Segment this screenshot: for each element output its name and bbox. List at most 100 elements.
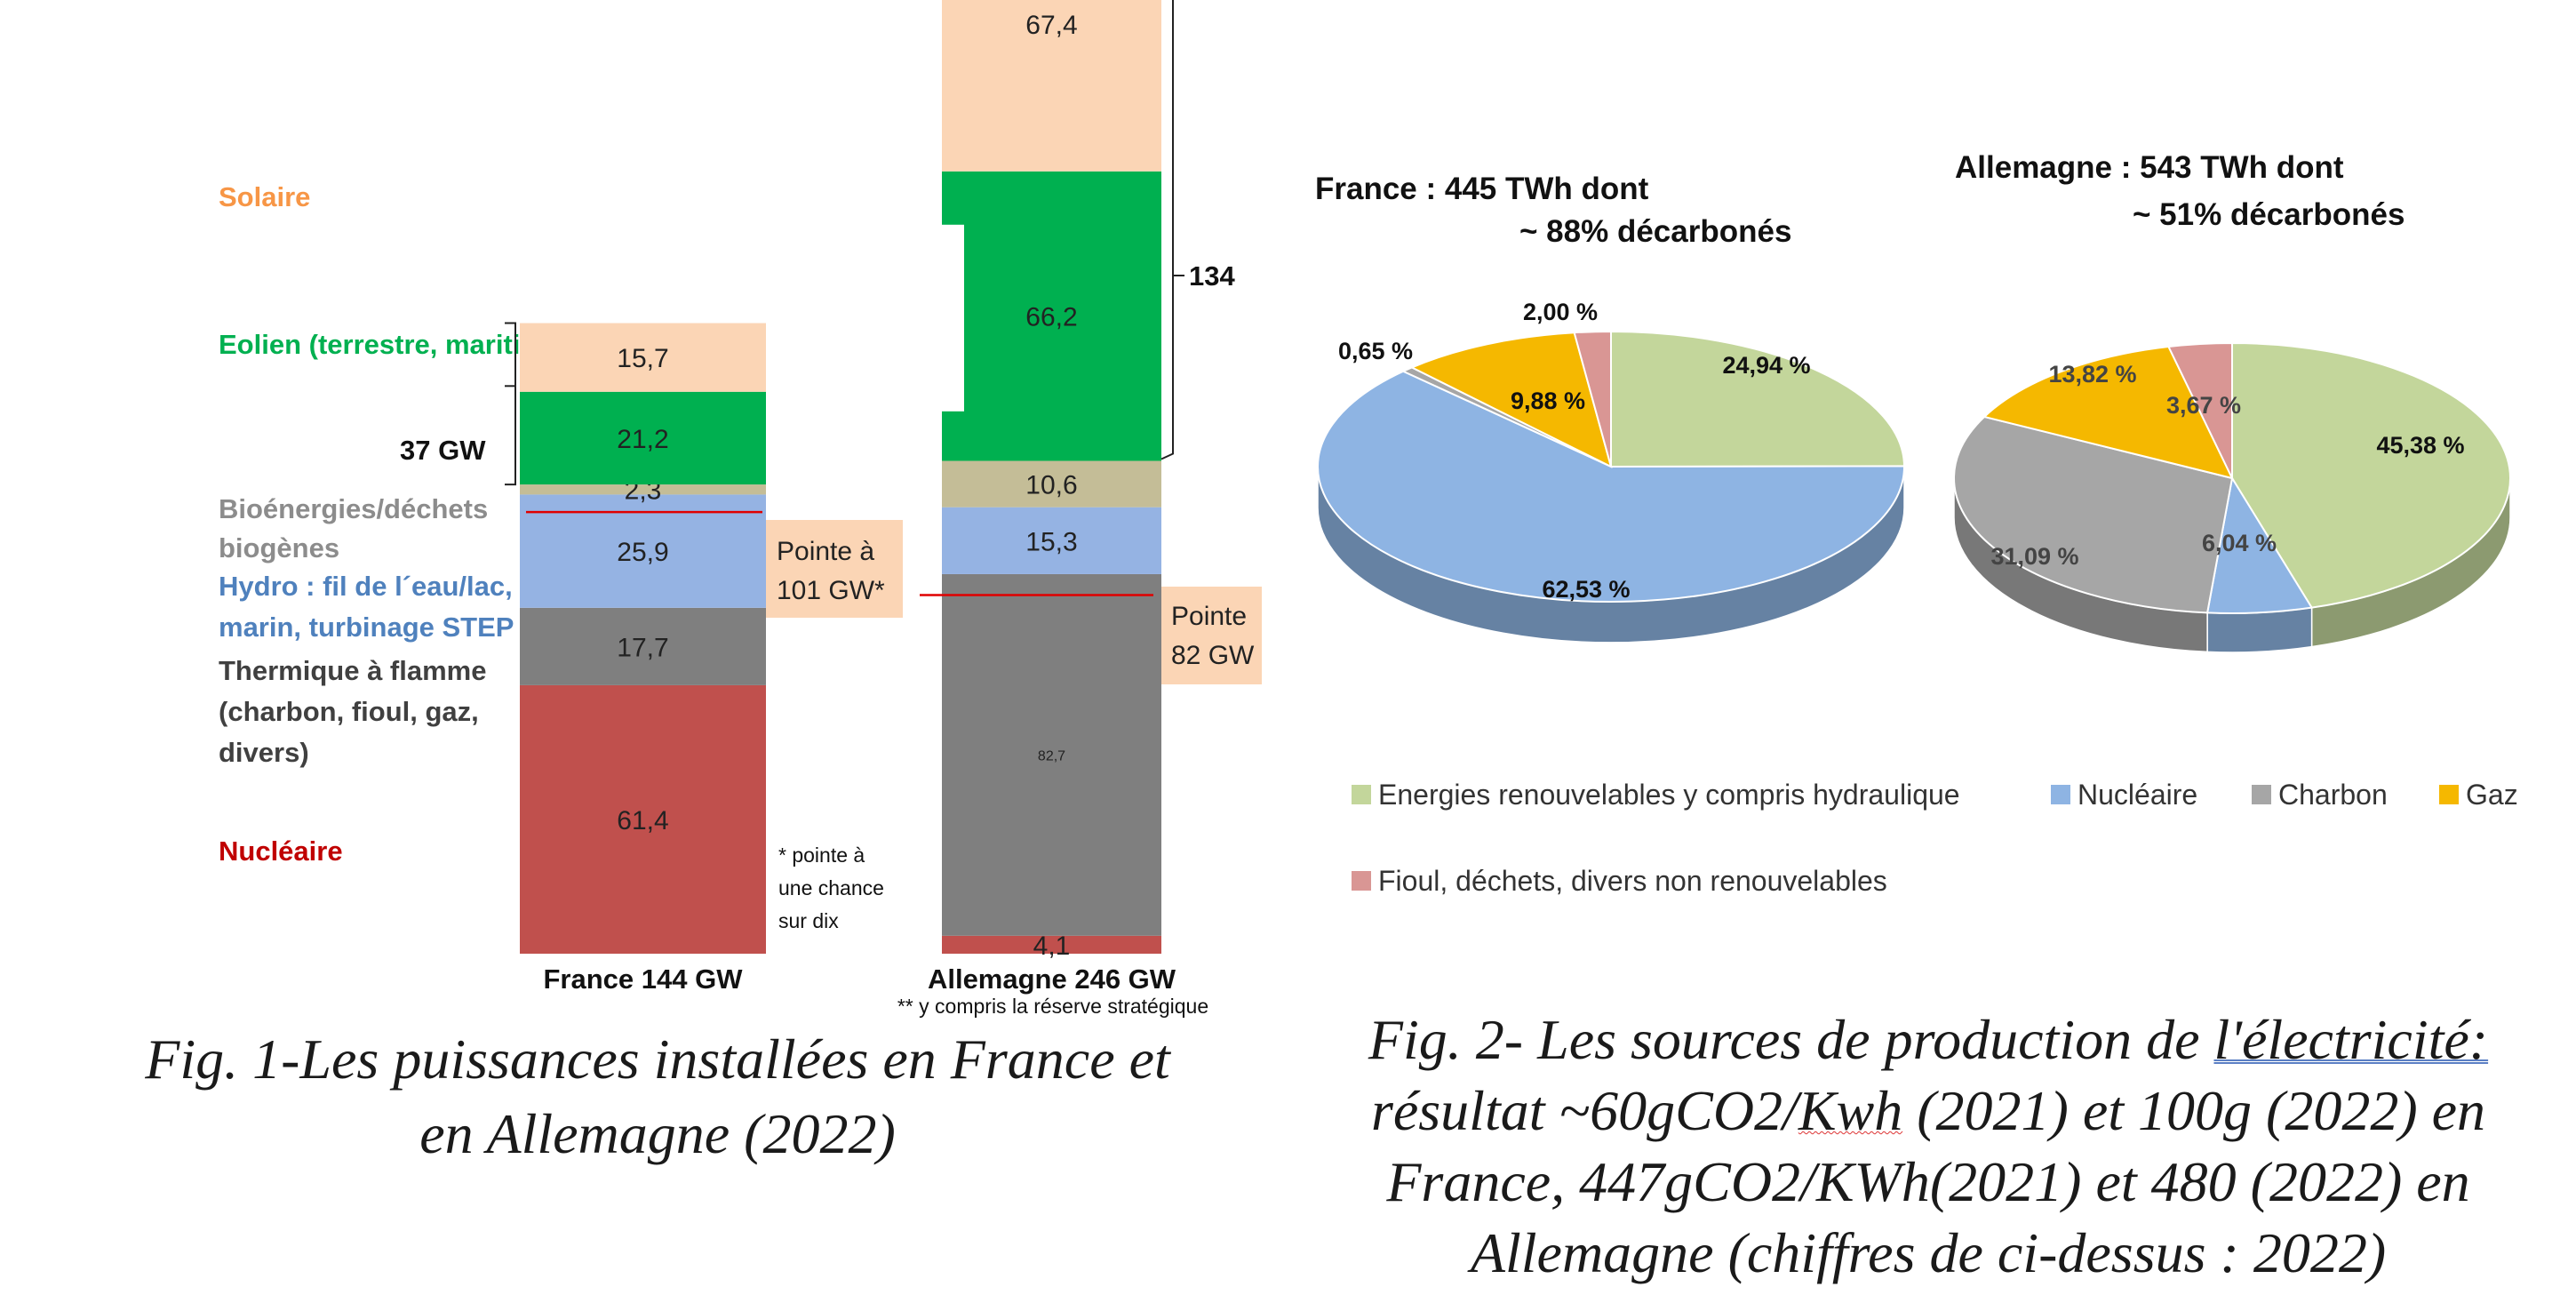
bar-segment [942, 460, 1161, 508]
fig2-caption-line1-a: Fig. 2- Les sources de production de [1368, 1008, 2214, 1071]
bar-value-label: 25,9 [617, 538, 668, 567]
legend-label: Hydro : fil de l´eau/lac, [219, 571, 513, 602]
category-label: Allemagne 246 GW [928, 963, 1176, 995]
bracket-label: 134 [1189, 260, 1235, 292]
pie-france: 24,94 % 62,53 % 0,65 % 9,88 % 2,00 % France :… [1315, 172, 1906, 644]
legend-swatch [1352, 871, 1371, 891]
bar-segment [520, 494, 766, 608]
fig2-caption: Fig. 2- Les sources de production de l'é… [1288, 1004, 2568, 1289]
bar-value-label: 17,7 [617, 633, 668, 662]
pie-slice [2166, 341, 2233, 479]
legend-item-label: Fioul, déchets, divers non renouvelables [1378, 865, 1887, 897]
pie-value-label: 0,65 % [1338, 338, 1413, 364]
bar-segment [520, 607, 766, 685]
pie-slice [2231, 341, 2511, 609]
pie-value-label: 9,88 % [1511, 388, 1585, 414]
pie-slice-side [2206, 606, 2313, 653]
peak-label: 82 GW [1171, 641, 1255, 670]
pie-slice [1982, 345, 2234, 480]
peak-label: Pointe [1171, 602, 1247, 631]
pie-legend: Energies renouvelables y compris hydraul… [1352, 779, 2518, 897]
pie-germany: 45,38 % 6,04 % 31,09 % 13,82 % 3,67 % Allemag… [1953, 150, 2511, 653]
fig2-caption-line3: France, 447gCO2/KWh(2021) et 480 (2022) … [1386, 1150, 2470, 1213]
pie-slice [1317, 370, 1906, 603]
category-label: France 144 GW [544, 963, 744, 995]
legend-item-label: Gaz [2466, 779, 2518, 811]
pie-slice [1953, 415, 2234, 614]
fig2-caption-line2-b: Kwh [1798, 1079, 1903, 1142]
legend-swatch [2439, 785, 2459, 804]
bar-value-label: 66,2 [1025, 303, 1077, 332]
stacked-bar-chart: Solaire Eolien (terrestre, maritime) Bioén… [219, 0, 1262, 1018]
bar-segment [520, 484, 766, 495]
bar-value-label: 61,4 [617, 806, 668, 835]
bar-legend-labels: Solaire Eolien (terrestre, maritime) Bioén… [219, 181, 570, 867]
legend-label: Nucléaire [219, 835, 343, 867]
bar-segment [942, 573, 1161, 936]
legend-swatch [2051, 785, 2070, 804]
note-label: sur dix [778, 909, 839, 932]
fig2-caption-line1-b: l'électricité: [2213, 1008, 2489, 1071]
peak-box-germany [1161, 587, 1262, 684]
legend-label: (charbon, fioul, gaz, [219, 696, 479, 727]
pie-value-label: 3,67 % [2166, 392, 2241, 419]
bar-segment [520, 391, 766, 485]
pie-value-label: 31,09 % [1990, 543, 2078, 570]
pie-value-label: 62,53 % [1542, 576, 1630, 603]
bar-stacks: 61,44,117,782,725,9 15,32,3 10,621,266,215… [520, 0, 1208, 1018]
legend-label: Bioénergies/déchets [219, 493, 488, 524]
pie-title: ~ 88% décarbonés [1519, 214, 1791, 249]
legend-label: Eolien (terrestre, maritime) [219, 329, 570, 360]
fig2-caption-line2: résultat ~60gCO2/Kwh (2021) et 100g (202… [1288, 1075, 2568, 1147]
peak-label: 101 GW* [777, 576, 885, 605]
pie-slice [2205, 476, 2314, 614]
fig2-caption-line4: Allemagne (chiffres de ci-dessus : 2022) [1470, 1221, 2387, 1284]
bar-value-label: 67,4 [1025, 11, 1077, 40]
bar-segment [942, 507, 1161, 574]
bar-segment [520, 684, 766, 954]
pie-value-label: 45,38 % [2376, 432, 2464, 459]
note-label: * pointe à [778, 843, 865, 867]
legend-swatch [1352, 785, 1371, 804]
bar-value-label: 10,6 [1025, 471, 1077, 500]
bracket-france [505, 322, 516, 486]
pie-value-label: 24,94 % [1722, 352, 1810, 379]
pie-slice [1573, 330, 1612, 468]
bar-value-label: 21,2 [617, 425, 668, 454]
peak-label: Pointe à [777, 537, 874, 566]
fig1-caption-line2: en Allemagne (2022) [419, 1102, 896, 1165]
legend-item-label: Charbon [2278, 779, 2388, 811]
fig1-caption-line1: Fig. 1-Les puissances installées en Fran… [145, 1027, 1170, 1091]
pie-title: France : 445 TWh dont [1315, 172, 1649, 206]
legend-label: divers) [219, 737, 309, 768]
legend-label: biogènes [219, 532, 339, 564]
legend-item-label: Energies renouvelables y compris hydraul… [1378, 779, 1960, 811]
fig2-caption-line2-c: (2021) et 100g (2022) en [1902, 1079, 2486, 1142]
pie-title: Allemagne : 543 TWh dont [1955, 150, 2344, 185]
legend-label: marin, turbinage STEP [219, 612, 514, 643]
bar-segment [942, 171, 1161, 461]
fig2-caption-line1: Fig. 2- Les sources de production de l'é… [1288, 1004, 2568, 1075]
footnote-label: ** y compris la réserve stratégique [897, 995, 1208, 1018]
legend-swatch [2252, 785, 2271, 804]
pie-title: ~ 51% décarbonés [2133, 197, 2405, 232]
bar-segment [942, 0, 1161, 172]
legend-label: Thermique à flamme [219, 655, 486, 686]
pie-value-label: 2,00 % [1523, 299, 1598, 325]
peak-box-france [766, 520, 903, 618]
pie-charts: 24,94 % 62,53 % 0,65 % 9,88 % 2,00 % France :… [1315, 150, 2518, 897]
fig1-caption: Fig. 1-Les puissances installées en Fran… [53, 1022, 1262, 1171]
bar-annotations: 37 GW 134 Pointe à 101 GW* Pointe 82 GW * poin… [400, 0, 1262, 932]
bar-notch [940, 224, 964, 412]
bracket-label: 37 GW [400, 435, 486, 466]
bar-value-label: 4,1 [1033, 931, 1071, 961]
pie-slice [1610, 330, 1906, 468]
pie-value-label: 13,82 % [2048, 361, 2136, 388]
fig2-caption-line2-a: résultat ~60gCO2/ [1370, 1079, 1798, 1142]
bracket-germany [1160, 0, 1174, 460]
bar-segment [520, 323, 766, 392]
pie-value-label: 6,04 % [2202, 530, 2277, 556]
bar-value-label: 82,7 [1038, 748, 1065, 763]
bar-segment [942, 935, 1161, 954]
legend-item-label: Nucléaire [2078, 779, 2197, 811]
